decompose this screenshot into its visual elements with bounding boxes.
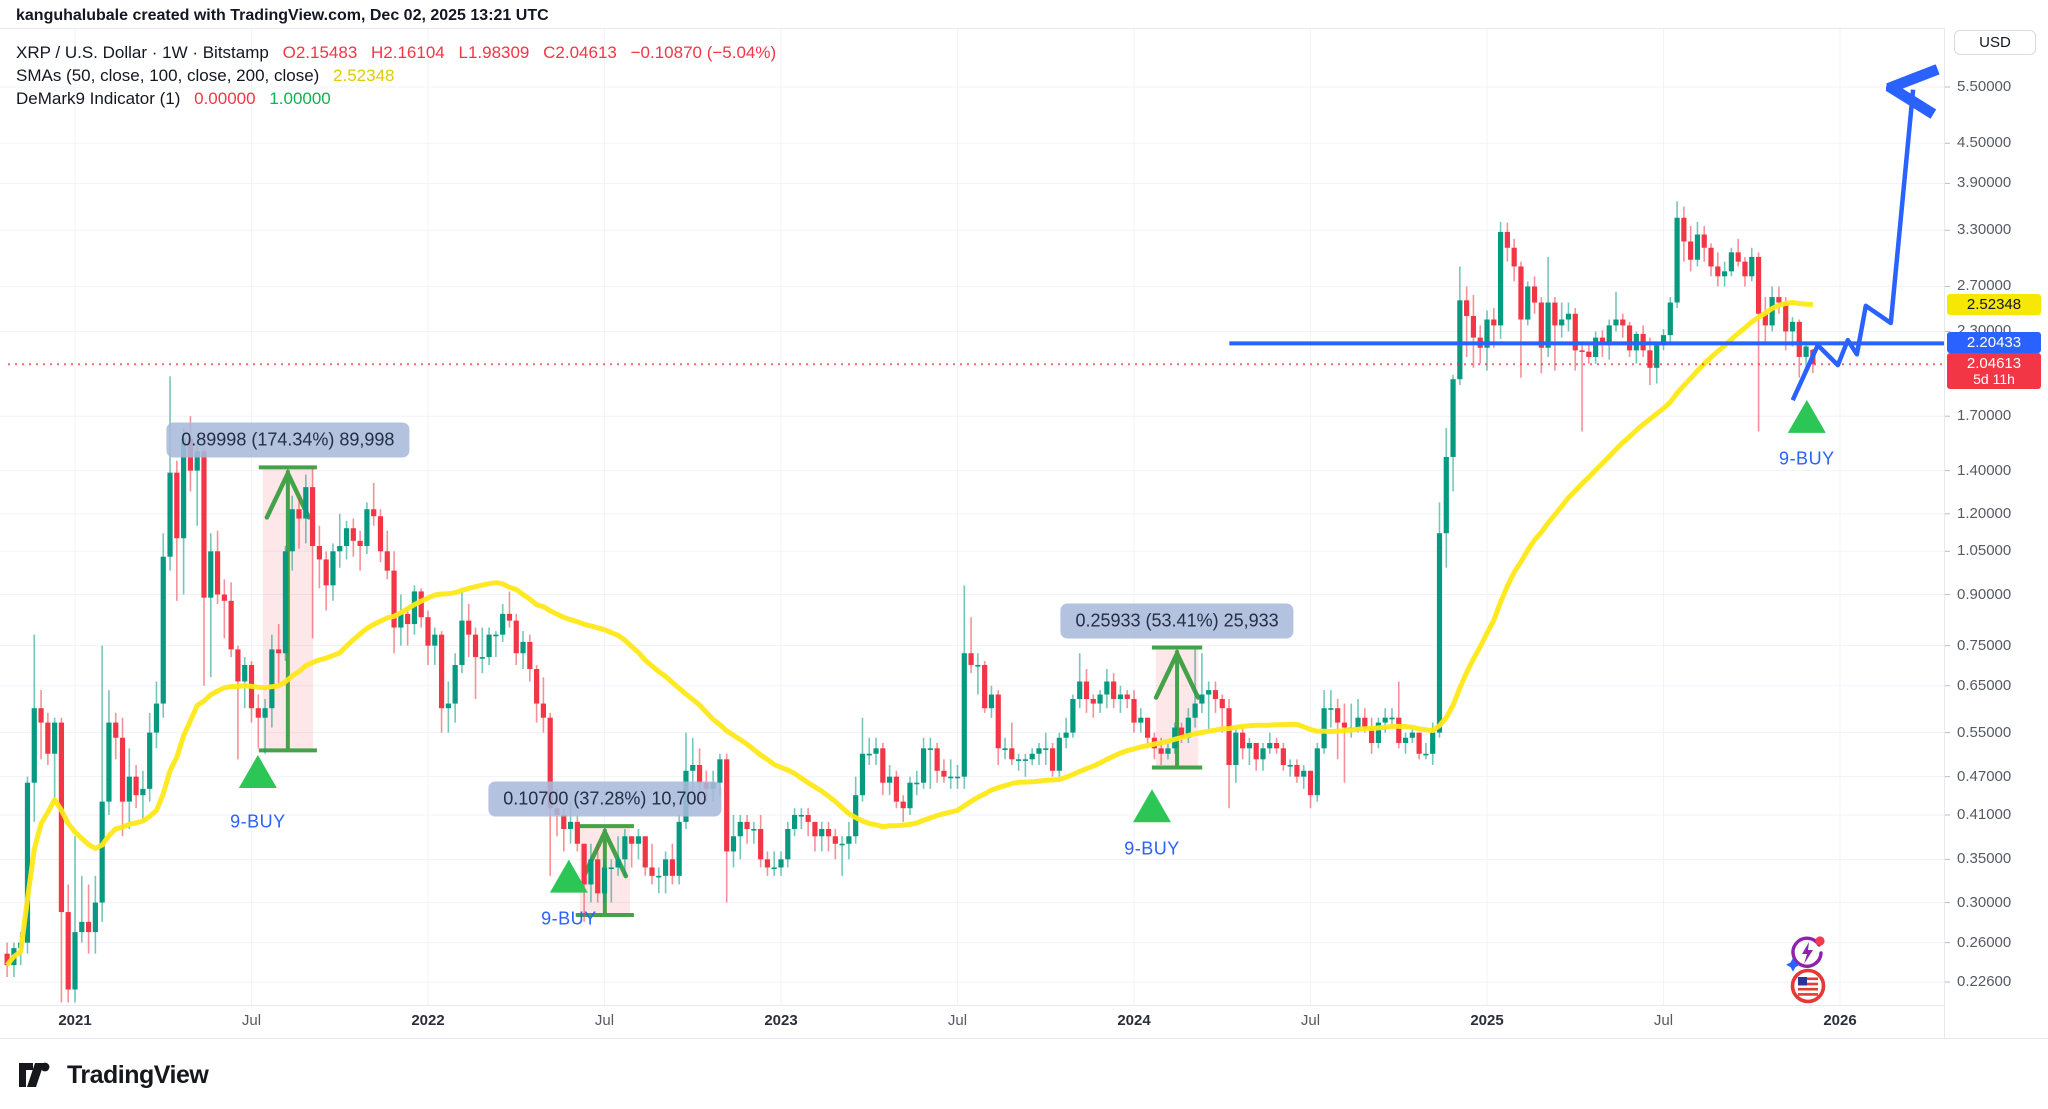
price-tick-label: 1.05000 bbox=[1957, 542, 2012, 560]
tradingview-logo[interactable]: TradingView bbox=[18, 1060, 209, 1090]
ohlc-close: C2.04613 bbox=[543, 43, 617, 62]
price-tick-label: 1.20000 bbox=[1957, 504, 2012, 522]
footer-separator bbox=[0, 1038, 2048, 1039]
time-axis-separator bbox=[0, 1005, 1944, 1006]
ohlc-high: H2.16104 bbox=[371, 43, 445, 62]
price-tick-label: 0.22600 bbox=[1957, 972, 2012, 990]
legend: XRP / U.S. Dollar · 1W · Bitstamp O2.154… bbox=[16, 42, 785, 111]
price-tick-label: 3.30000 bbox=[1957, 221, 2012, 239]
price-tick-label: 0.55000 bbox=[1957, 723, 2012, 741]
price-tick-label: 0.35000 bbox=[1957, 850, 2012, 868]
measure-label-2[interactable]: 0.10700 (37.28%) 10,700 bbox=[488, 781, 722, 817]
buy-signal-label-3: 9-BUY bbox=[1124, 838, 1180, 859]
time-tick-label: Jul bbox=[594, 1012, 615, 1029]
time-tick-label: Jul bbox=[1653, 1012, 1674, 1029]
demark-label: DeMark9 Indicator (1) bbox=[16, 89, 181, 108]
buy-signal-label-2: 9-BUY bbox=[541, 908, 597, 929]
demark-value-0: 0.00000 bbox=[194, 89, 256, 108]
measure-label-1[interactable]: 0.89998 (174.34%) 89,998 bbox=[166, 422, 410, 458]
measure-label-3[interactable]: 0.25933 (53.41%) 25,933 bbox=[1060, 603, 1294, 639]
price-tick-label: 0.75000 bbox=[1957, 636, 2012, 654]
price-tick-label: 3.90000 bbox=[1957, 174, 2012, 192]
price-tick-label: 4.50000 bbox=[1957, 134, 2012, 152]
symbol-title: XRP / U.S. Dollar · 1W · Bitstamp bbox=[16, 43, 269, 62]
time-tick-label: Jul bbox=[241, 1012, 262, 1029]
price-tick-label: 0.30000 bbox=[1957, 893, 2012, 911]
price-tick-label: 5.50000 bbox=[1957, 78, 2012, 95]
candlestick-series bbox=[4, 201, 1816, 1003]
price-axis-separator bbox=[1944, 28, 1945, 1038]
sma-line[interactable] bbox=[5, 300, 1814, 967]
legend-symbol-row[interactable]: XRP / U.S. Dollar · 1W · Bitstamp O2.154… bbox=[16, 42, 785, 64]
measure-tools bbox=[258, 465, 1203, 917]
price-tick-label: 0.90000 bbox=[1957, 585, 2012, 603]
price-tick-label: 2.70000 bbox=[1957, 277, 2012, 295]
ohlc-low: L1.98309 bbox=[458, 43, 530, 62]
tradingview-logo-text: TradingView bbox=[67, 1060, 209, 1089]
sma-label: SMAs (50, close, 100, close, 200, close) bbox=[16, 66, 320, 85]
time-tick-label: 2025 bbox=[1470, 1012, 1504, 1029]
buy-signal-markers bbox=[238, 399, 1826, 893]
price-tick-label: 0.47000 bbox=[1957, 767, 2012, 785]
demark-value-1: 1.00000 bbox=[269, 89, 331, 108]
price-tick-label: 0.26000 bbox=[1957, 933, 2012, 951]
price-tick-label: 1.70000 bbox=[1957, 407, 2012, 425]
ai-energy-icon[interactable] bbox=[1786, 932, 1828, 974]
price-tag-2.20433: 2.20433 bbox=[1947, 332, 2041, 354]
usa-flag-icon[interactable] bbox=[1790, 968, 1826, 1004]
time-tick-label: 2022 bbox=[411, 1012, 445, 1029]
projection-arrow[interactable] bbox=[1790, 90, 1913, 402]
price-tick-label: 0.65000 bbox=[1957, 676, 2012, 694]
price-tick-label: 0.41000 bbox=[1957, 805, 2012, 823]
time-tick-label: 2023 bbox=[764, 1012, 798, 1029]
gridlines bbox=[0, 29, 1944, 1005]
price-tag-2.52348: 2.52348 bbox=[1947, 294, 2041, 316]
price-tick-label: 1.40000 bbox=[1957, 461, 2012, 479]
time-tick-label: 2024 bbox=[1117, 1012, 1151, 1029]
currency-toggle-button[interactable]: USD bbox=[1954, 30, 2036, 55]
buy-signal-label-1: 9-BUY bbox=[230, 811, 286, 832]
pane-top-border bbox=[0, 28, 1944, 29]
sma-value: 2.52348 bbox=[333, 66, 395, 85]
time-tick-label: 2021 bbox=[58, 1012, 92, 1029]
buy-signal-label-4: 9-BUY bbox=[1779, 448, 1835, 469]
price-tag-2.04613: 2.04613 5d 11h bbox=[1947, 353, 2041, 390]
ohlc-open: O2.15483 bbox=[282, 43, 358, 62]
legend-sma-row[interactable]: SMAs (50, close, 100, close, 200, close)… bbox=[16, 65, 785, 87]
time-tick-label: Jul bbox=[947, 1012, 968, 1029]
time-tick-label: 2026 bbox=[1823, 1012, 1857, 1029]
change-value: −0.10870 (−5.04%) bbox=[630, 43, 777, 62]
attribution-text: kanguhalubale created with TradingView.c… bbox=[16, 7, 549, 24]
legend-demark-row[interactable]: DeMark9 Indicator (1) 0.00000 1.00000 bbox=[16, 88, 785, 110]
time-tick-label: Jul bbox=[1300, 1012, 1321, 1029]
tradingview-logo-icon bbox=[19, 1062, 50, 1087]
